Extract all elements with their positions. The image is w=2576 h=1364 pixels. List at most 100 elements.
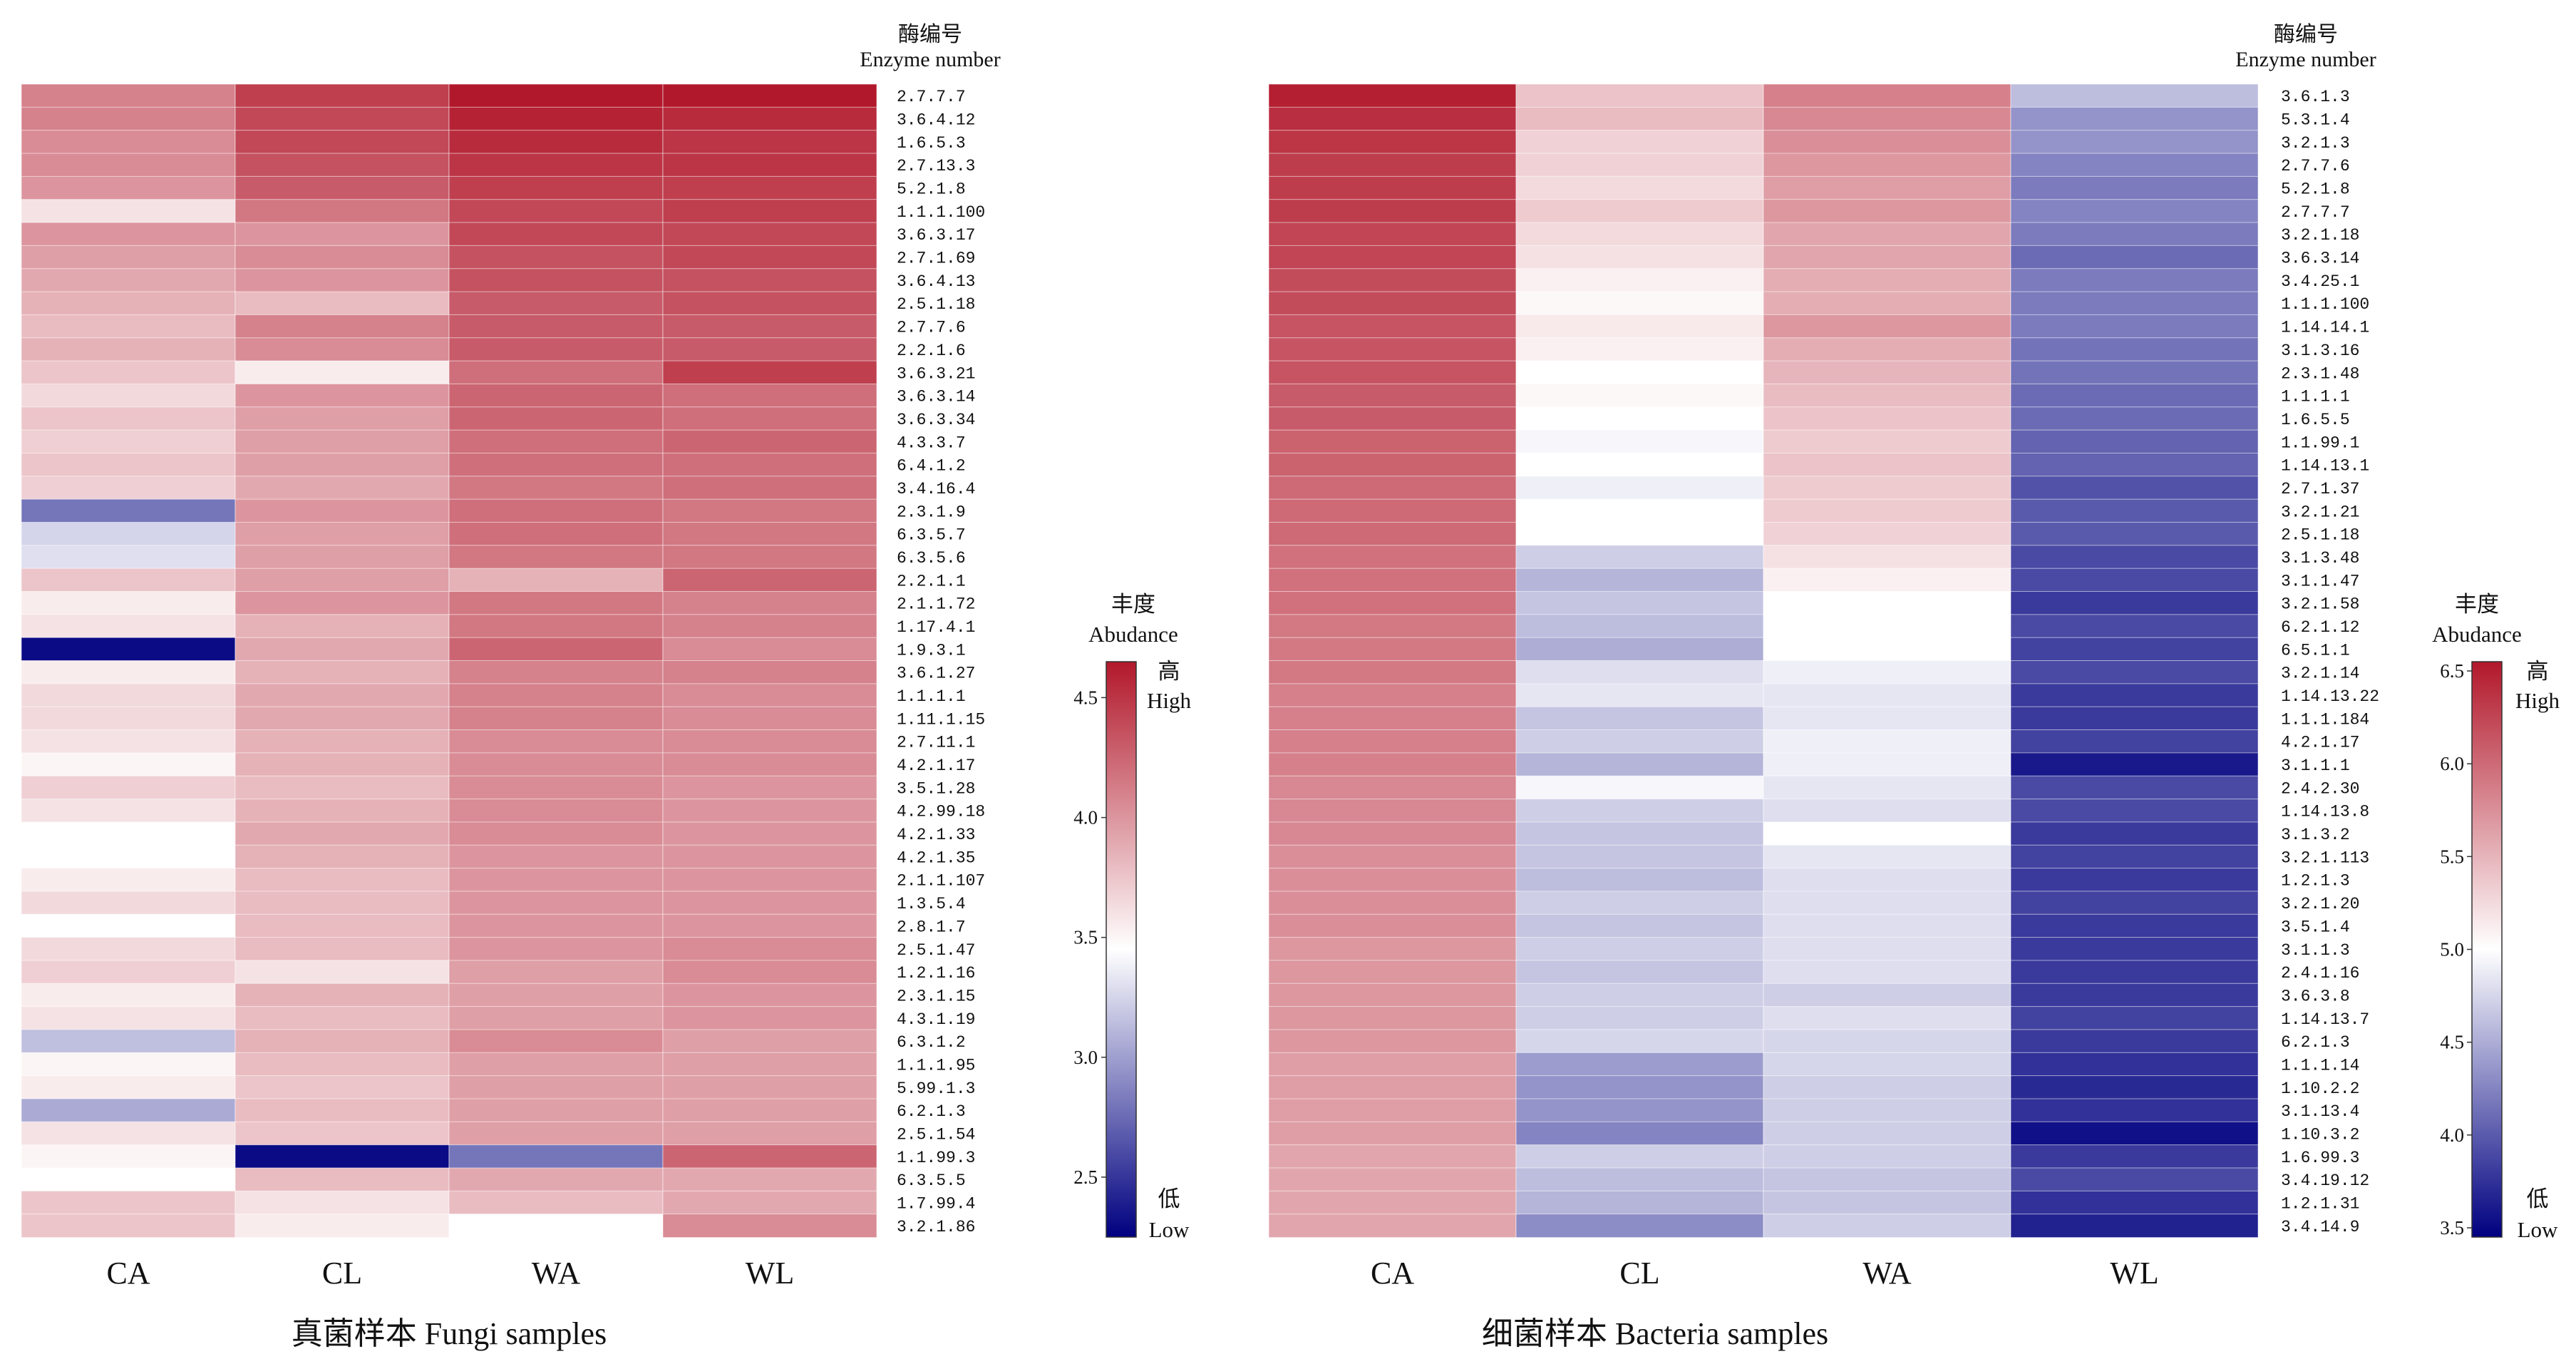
heatmap-cell [1515, 175, 1764, 200]
heatmap-cell [1763, 406, 2011, 431]
colorbar-high-label-en: High [1147, 688, 1192, 713]
heatmap-cell [662, 614, 877, 639]
enzyme-number-label: 3.6.3.34 [897, 411, 975, 429]
heatmap-cell [1763, 960, 2011, 985]
heatmap-cell [1268, 983, 1517, 1007]
heatmap-cell [1268, 1029, 1517, 1054]
enzyme-number-label: 6.5.1.1 [2281, 641, 2350, 660]
heatmap-cell [21, 452, 236, 477]
heatmap-cell [662, 83, 877, 108]
heatmap-cell [1515, 1144, 1764, 1169]
colorbar-tick-label: 6.0 [2440, 753, 2464, 774]
heatmap-cell [235, 199, 450, 224]
heatmap-cell [1268, 868, 1517, 893]
heatmap-cell [21, 476, 236, 501]
heatmap-cell [1268, 637, 1517, 662]
enzyme-number-label: 1.9.3.1 [897, 641, 966, 660]
heatmap-cell [2010, 706, 2259, 731]
heatmap-cell [2010, 106, 2259, 131]
heatmap-cell [2010, 821, 2259, 846]
heatmap-cell [1763, 1052, 2011, 1077]
enzyme-number-label: 2.7.7.6 [2281, 157, 2350, 175]
heatmap-cell [448, 614, 664, 639]
heatmap-cell [1268, 199, 1517, 224]
heatmap-cell [662, 1052, 877, 1077]
heatmap-cell [1268, 337, 1517, 362]
heatmap-cell [1515, 844, 1764, 869]
heatmap-cell [1515, 1006, 1764, 1031]
heatmap-cell [662, 106, 877, 131]
heatmap-cell [2010, 175, 2259, 200]
heatmap-cell [21, 775, 236, 800]
heatmap-cell [448, 521, 664, 546]
heatmap-cell [1268, 268, 1517, 293]
heatmap-cell [1763, 821, 2011, 846]
heatmap-cell [448, 1214, 664, 1239]
heatmap-cell [1268, 429, 1517, 454]
enzyme-number-label: 1.14.13.1 [2281, 457, 2369, 476]
heatmap-cell [235, 1006, 450, 1031]
heatmap-cell [21, 245, 236, 270]
heatmap-cell [21, 222, 236, 247]
heatmap-cell [21, 637, 236, 662]
heatmap-cell [21, 545, 236, 570]
heatmap-cell [21, 799, 236, 823]
enzyme-number-label: 2.7.7.7 [2281, 203, 2350, 222]
heatmap-cell [1763, 245, 2011, 270]
heatmap-cell [662, 291, 877, 316]
heatmap-cell [448, 960, 664, 985]
heatmap-cell [2010, 337, 2259, 362]
heatmap-cell [662, 937, 877, 962]
colorbar-low-label-cn: 低 [2527, 1186, 2549, 1211]
heatmap-cell [1268, 545, 1517, 570]
heatmap-cell [448, 383, 664, 408]
enzyme-number-label: 3.6.1.27 [897, 665, 975, 683]
heatmap-cell [448, 752, 664, 777]
heatmap-cell [235, 1052, 450, 1077]
heatmap-cell [2010, 960, 2259, 985]
heatmap-cell [2010, 1075, 2259, 1100]
heatmap-cell [1268, 130, 1517, 155]
heatmap-cell [2010, 476, 2259, 501]
colorbar-tick-label: 2.5 [1073, 1166, 1098, 1188]
enzyme-number-label: 6.3.1.2 [897, 1033, 966, 1052]
enzyme-number-label: 2.1.1.107 [897, 872, 985, 891]
heatmap-cell [1763, 1144, 2011, 1169]
heatmap-cell [1763, 222, 2011, 247]
enzyme-number-label: 3.2.1.21 [2281, 503, 2359, 521]
heatmap-cell [1763, 637, 2011, 662]
colorbar-tick-label: 3.5 [1073, 927, 1098, 948]
heatmap-cell [1515, 199, 1764, 224]
heatmap-cell [1268, 752, 1517, 777]
colorbar-title-en: Abudance [1088, 622, 1178, 647]
enzyme-number-label: 6.2.1.3 [897, 1102, 966, 1121]
heatmap-cell [1268, 222, 1517, 247]
heatmap-cell [1763, 937, 2011, 962]
heatmap-cell [235, 937, 450, 962]
heatmap-cell [2010, 383, 2259, 408]
heatmap-cell [1268, 775, 1517, 800]
enzyme-number-label: 5.2.1.8 [897, 180, 966, 199]
enzyme-number-label: 2.7.11.1 [897, 734, 975, 752]
heatmap-cell [1763, 153, 2011, 178]
heatmap-cell [662, 1098, 877, 1123]
enzyme-number-label: 3.1.1.47 [2281, 572, 2359, 590]
heatmap-cell [21, 937, 236, 962]
colorbar-high-label-en: High [2515, 688, 2560, 713]
heatmap-cell [1515, 1098, 1764, 1123]
colorbar-gradient [1106, 661, 1137, 1238]
heatmap-cell [1515, 1214, 1764, 1239]
column-label-ca: CA [106, 1256, 150, 1291]
column-label-wl: WL [2110, 1256, 2158, 1291]
heatmap-cell [662, 891, 877, 916]
heatmap-cell [1763, 868, 2011, 893]
enzyme-number-label: 2.2.1.1 [897, 572, 966, 590]
heatmap-cell [448, 199, 664, 224]
heatmap-cell [235, 222, 450, 247]
heatmap-cell [235, 429, 450, 454]
heatmap-cell [235, 614, 450, 639]
colorbar-low-label-en: Low [2518, 1217, 2558, 1242]
heatmap-cell [1515, 1190, 1764, 1215]
enzyme-number-label: 3.1.3.16 [2281, 342, 2359, 360]
